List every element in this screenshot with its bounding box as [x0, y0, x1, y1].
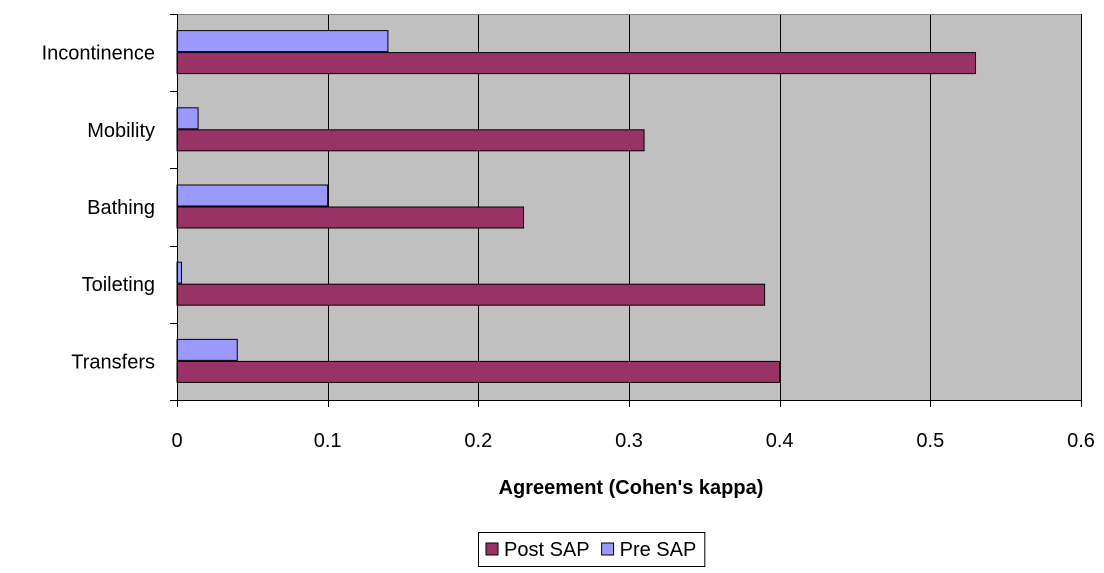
- bar-post-sap-bathing: [176, 206, 525, 229]
- bar-pre-sap-transfers: [176, 338, 238, 361]
- y-tick-label: Transfers: [71, 351, 155, 373]
- bar-pre-sap-incontinence: [176, 30, 389, 53]
- x-tick-label: 0.2: [464, 430, 492, 452]
- bar-pre-sap-bathing: [176, 184, 329, 207]
- x-tick-label: 0.6: [1067, 430, 1095, 452]
- legend-swatch-post-sap: [485, 542, 499, 556]
- legend-label-pre-sap: Pre SAP: [620, 539, 697, 561]
- x-tick-label: 0.3: [615, 430, 643, 452]
- x-tick-label: 0: [171, 430, 182, 452]
- legend-box: [478, 532, 706, 567]
- x-axis-title: Agreement (Cohen's kappa): [499, 477, 764, 499]
- bar-post-sap-mobility: [176, 129, 645, 152]
- bar-pre-sap-mobility: [176, 107, 199, 130]
- x-tick-label: 0.4: [766, 430, 794, 452]
- x-tick-label: 0.1: [314, 430, 342, 452]
- legend-swatch-pre-sap: [601, 542, 615, 556]
- y-tick-label: Mobility: [87, 120, 155, 142]
- x-tick-label: 0.5: [916, 430, 944, 452]
- y-tick-label: Incontinence: [42, 43, 155, 65]
- y-tick-label: Bathing: [87, 197, 155, 219]
- bar-post-sap-transfers: [176, 360, 781, 383]
- y-tick-label: Toileting: [82, 274, 155, 296]
- legend-label-post-sap: Post SAP: [504, 539, 590, 561]
- bar-post-sap-toileting: [176, 283, 766, 306]
- bar-post-sap-incontinence: [176, 52, 977, 75]
